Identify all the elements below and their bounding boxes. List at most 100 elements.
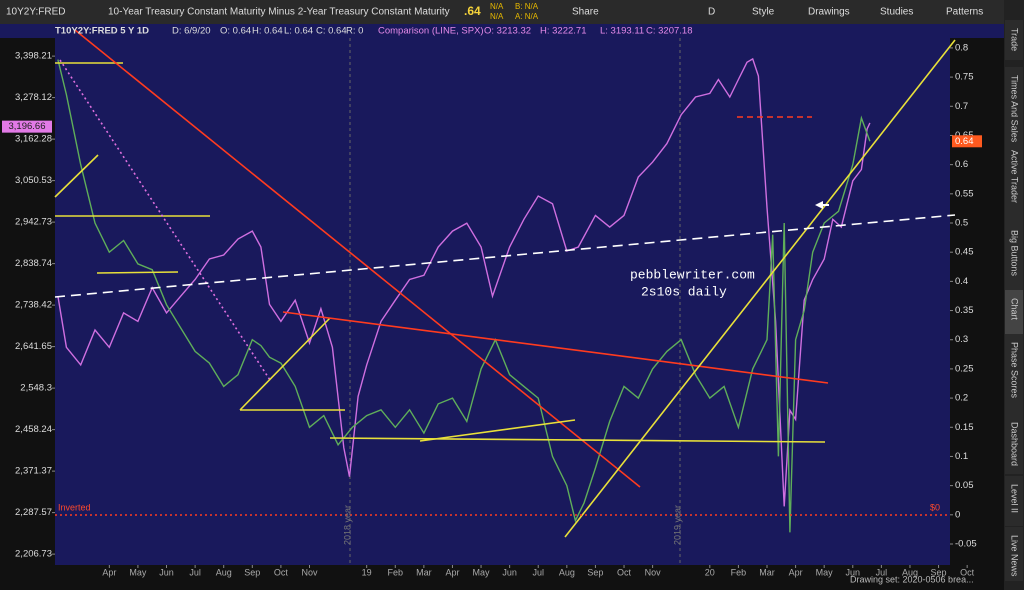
trendline xyxy=(54,154,99,198)
side-tab[interactable] xyxy=(1005,527,1023,581)
style-button[interactable]: Style xyxy=(752,7,775,18)
y2-tick-label: 0.05 xyxy=(955,480,974,491)
side-tab-label[interactable]: Phase Scores xyxy=(1010,342,1020,399)
y-tick-label: 3,162.28 xyxy=(15,134,52,145)
side-tab-label[interactable]: Trade xyxy=(1010,28,1020,51)
side-tab[interactable] xyxy=(1005,334,1023,416)
annotation: pebblewriter.com xyxy=(630,267,755,282)
annotation: Inverted xyxy=(58,502,91,512)
y-tick-label: 2,738.42 xyxy=(15,300,52,311)
side-tab[interactable] xyxy=(1005,290,1023,338)
price-tag-label: 3,196.66 xyxy=(9,121,46,132)
side-tab[interactable] xyxy=(1005,476,1023,526)
side-tab[interactable] xyxy=(1005,222,1023,294)
price-tag xyxy=(952,135,982,148)
y2-tick-label: 0.25 xyxy=(955,363,974,374)
symbol[interactable]: 10Y2Y:FRED xyxy=(6,7,65,18)
info-item: L: 0.64 xyxy=(284,26,313,37)
x-tick-label: Feb xyxy=(731,567,747,577)
trendline xyxy=(329,437,826,443)
info-item: L: 3193.11 xyxy=(600,26,644,37)
trendline xyxy=(564,39,956,538)
x-tick-label: 19 xyxy=(362,567,372,577)
y2-tick-label: 0.5 xyxy=(955,218,968,229)
x-tick-label: Jun xyxy=(159,567,174,577)
x-tick-label: Oct xyxy=(274,567,289,577)
x-tick-label: Jun xyxy=(502,567,517,577)
info-item: Comparison (LINE, SPX) xyxy=(378,26,484,37)
annotation: 2019 year xyxy=(672,505,682,545)
x-tick-label: Apr xyxy=(445,567,459,577)
side-tab[interactable] xyxy=(1005,67,1023,147)
plot-area xyxy=(55,38,950,565)
side-tab-label[interactable]: Times And Sales xyxy=(1010,75,1020,143)
x-tick-label: Mar xyxy=(759,567,775,577)
annotation: 2018 year xyxy=(342,505,352,545)
x-tick-label: Aug xyxy=(216,567,232,577)
side-tab-label[interactable]: Level II xyxy=(1010,484,1020,513)
y2-tick-label: 0.55 xyxy=(955,188,974,199)
x-tick-label: Feb xyxy=(388,567,404,577)
x-tick-label: Jul xyxy=(189,567,201,577)
studies-button[interactable]: Studies xyxy=(880,7,913,18)
x-tick-label: Nov xyxy=(301,567,318,577)
x-tick-label: Jul xyxy=(532,567,544,577)
trendline xyxy=(96,271,179,274)
side-tab[interactable] xyxy=(1005,142,1023,224)
x-tick-label: 20 xyxy=(705,567,715,577)
side-tab-label[interactable]: Active Trader xyxy=(1010,150,1020,203)
price-tag-label: 0.64 xyxy=(955,136,974,147)
trendline xyxy=(239,317,331,411)
y2-tick-label: 0.7 xyxy=(955,101,968,112)
x-tick-label: Jun xyxy=(846,567,861,577)
side-tab-label[interactable]: Live News xyxy=(1010,535,1020,577)
patterns-button[interactable]: Patterns xyxy=(946,7,983,18)
side-tab[interactable] xyxy=(1005,414,1023,474)
toolbar xyxy=(0,0,1004,24)
y2-tick-label: 0.45 xyxy=(955,247,974,258)
y2-tick-label: 0.2 xyxy=(955,393,968,404)
y-tick-label: 3,278.12 xyxy=(15,92,52,103)
x-tick-label: Aug xyxy=(559,567,575,577)
ask: A: N/A xyxy=(515,12,539,21)
x-tick-label: Apr xyxy=(102,567,116,577)
info-item: H: 3222.71 xyxy=(540,26,586,37)
y2-tick-label: 0.6 xyxy=(955,159,968,170)
y-tick-label: 2,458.24 xyxy=(15,424,52,435)
x-tick-label: Mar xyxy=(416,567,432,577)
info-item: C: 3207.18 xyxy=(646,26,692,37)
x-tick-label: May xyxy=(473,567,491,577)
trendline xyxy=(54,214,956,298)
arrow-marker xyxy=(815,201,829,209)
bid: B: N/A xyxy=(515,2,539,11)
y2-tick-label: 0.1 xyxy=(955,451,968,462)
na: N/A xyxy=(490,2,504,11)
side-tab-label[interactable]: Chart xyxy=(1010,298,1020,321)
info-item: T10Y2Y:FRED 5 Y 1D xyxy=(55,26,149,37)
y2-tick-label: 0.35 xyxy=(955,305,974,316)
period-button[interactable]: D xyxy=(708,7,715,18)
share-button[interactable]: Share xyxy=(572,7,599,18)
y-tick-label: 2,206.73 xyxy=(15,549,52,560)
side-tab[interactable] xyxy=(1005,20,1023,60)
y-tick-label: 3,398.21 xyxy=(15,51,52,62)
y-tick-label: 2,942.73 xyxy=(15,217,52,228)
x-tick-label: May xyxy=(816,567,834,577)
info-item: O: 0.64 xyxy=(220,26,251,37)
info-bar xyxy=(0,24,1004,38)
trendline xyxy=(419,419,576,442)
info-item: R: 0 xyxy=(346,26,363,37)
y2-tick-label: 0.3 xyxy=(955,334,968,345)
info-item: O: 3213.32 xyxy=(484,26,531,37)
y-tick-label: 2,371.37 xyxy=(15,466,52,477)
side-tab-label[interactable]: Big Buttons xyxy=(1010,230,1020,277)
x-tick-label: May xyxy=(129,567,147,577)
info-item: C: 0.64 xyxy=(316,26,347,37)
x-tick-label: Sep xyxy=(931,567,947,577)
side-tab-label[interactable]: Dashboard xyxy=(1010,422,1020,466)
y-tick-label: 2,287.57 xyxy=(15,507,52,518)
y2-tick-label: 0 xyxy=(955,509,960,520)
trendlines xyxy=(54,29,956,538)
drawings-button[interactable]: Drawings xyxy=(808,7,850,18)
